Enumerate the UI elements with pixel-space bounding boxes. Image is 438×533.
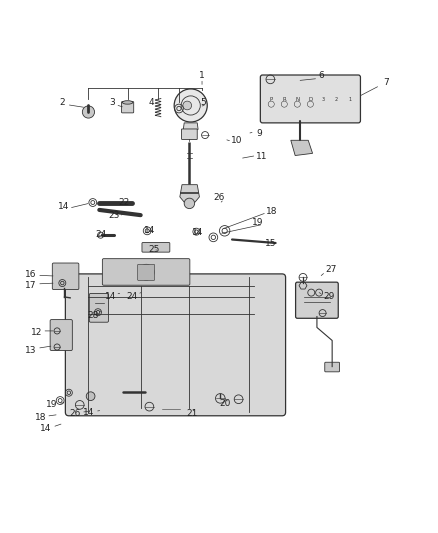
FancyBboxPatch shape xyxy=(52,263,79,289)
FancyBboxPatch shape xyxy=(142,243,170,252)
Text: 20: 20 xyxy=(220,399,231,408)
Text: 21: 21 xyxy=(186,409,198,418)
Circle shape xyxy=(174,89,207,122)
FancyBboxPatch shape xyxy=(50,320,72,351)
Text: N: N xyxy=(295,98,300,102)
Text: 19: 19 xyxy=(46,400,57,408)
Polygon shape xyxy=(180,184,199,202)
Text: 14: 14 xyxy=(57,202,69,211)
FancyBboxPatch shape xyxy=(102,259,190,285)
Circle shape xyxy=(184,198,194,208)
Text: 14: 14 xyxy=(83,408,94,417)
Text: 3: 3 xyxy=(109,99,115,107)
Text: 1: 1 xyxy=(199,71,205,80)
Circle shape xyxy=(82,106,95,118)
Text: 27: 27 xyxy=(325,265,337,274)
Text: 19: 19 xyxy=(252,219,264,228)
Circle shape xyxy=(183,101,191,110)
Text: 7: 7 xyxy=(383,78,389,87)
Circle shape xyxy=(86,392,95,400)
Text: 24: 24 xyxy=(95,230,106,239)
Ellipse shape xyxy=(122,101,133,104)
Text: 14: 14 xyxy=(106,292,117,301)
Text: 5: 5 xyxy=(201,99,206,107)
Circle shape xyxy=(138,264,154,280)
FancyBboxPatch shape xyxy=(138,264,155,280)
FancyBboxPatch shape xyxy=(89,294,109,322)
Text: 13: 13 xyxy=(25,345,37,354)
Text: 12: 12 xyxy=(31,328,42,337)
Text: 26: 26 xyxy=(70,409,81,418)
Text: 3: 3 xyxy=(322,98,325,102)
Polygon shape xyxy=(184,123,198,130)
Text: 18: 18 xyxy=(35,413,46,422)
Text: 22: 22 xyxy=(119,198,130,207)
Text: 25: 25 xyxy=(148,245,159,254)
Text: 11: 11 xyxy=(256,152,268,161)
FancyBboxPatch shape xyxy=(296,282,338,318)
FancyBboxPatch shape xyxy=(260,75,360,123)
FancyBboxPatch shape xyxy=(121,102,134,113)
Polygon shape xyxy=(291,140,313,156)
Text: 6: 6 xyxy=(318,71,324,80)
Text: 1: 1 xyxy=(348,98,351,102)
Text: 16: 16 xyxy=(25,270,37,279)
Text: 18: 18 xyxy=(266,207,278,216)
Text: P: P xyxy=(270,98,273,102)
Text: 14: 14 xyxy=(40,424,52,433)
Text: 2: 2 xyxy=(335,98,338,102)
Text: 14: 14 xyxy=(191,228,203,237)
Text: 10: 10 xyxy=(231,136,242,145)
Text: 29: 29 xyxy=(323,292,334,301)
Text: 24: 24 xyxy=(126,292,138,301)
Text: 14: 14 xyxy=(144,226,155,235)
Text: 4: 4 xyxy=(148,99,154,107)
Text: 23: 23 xyxy=(108,211,120,220)
FancyBboxPatch shape xyxy=(65,274,286,416)
Text: R: R xyxy=(283,98,286,102)
Text: 2: 2 xyxy=(60,99,65,107)
Text: D: D xyxy=(308,98,313,102)
FancyBboxPatch shape xyxy=(182,129,197,140)
Text: 9: 9 xyxy=(256,129,262,138)
Text: 17: 17 xyxy=(25,281,37,290)
Text: 28: 28 xyxy=(87,311,99,320)
Text: 26: 26 xyxy=(213,193,225,202)
FancyBboxPatch shape xyxy=(325,362,339,372)
Text: 15: 15 xyxy=(265,239,276,248)
